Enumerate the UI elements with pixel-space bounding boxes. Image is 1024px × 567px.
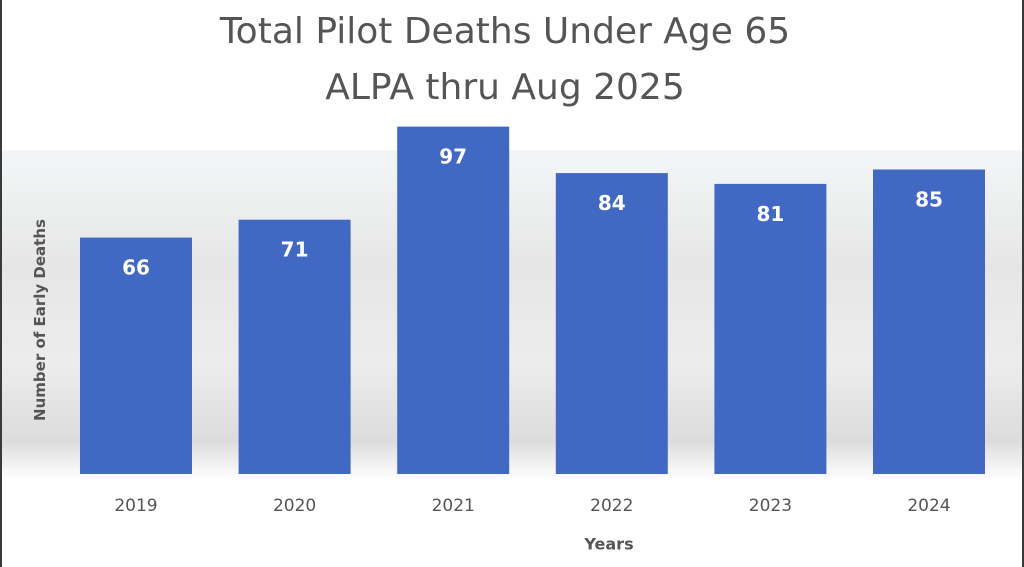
x-tick-label-2021: 2021 [432,496,475,516]
data-label-2020: 71 [281,238,309,262]
x-axis-label: Years [584,534,634,554]
chart-title: Total Pilot Deaths Under Age 65 [219,11,791,52]
data-label-2024: 85 [915,188,943,212]
y-axis-label: Number of Early Deaths [31,219,49,421]
x-tick-label-2024: 2024 [907,496,950,516]
bar-2020 [238,219,351,474]
chart-title-block: Total Pilot Deaths Under Age 65 ALPA thr… [0,4,1010,116]
chart-subtitle: ALPA thru Aug 2025 [325,67,685,108]
bar-2019 [80,237,192,474]
data-label-2022: 84 [598,191,626,215]
bar-2024 [873,169,985,474]
data-label-2019: 66 [122,256,150,280]
data-label-2021: 97 [439,145,467,169]
bar-2022 [555,173,668,474]
x-tick-label-2023: 2023 [749,496,792,516]
x-tick-label-2020: 2020 [273,496,316,516]
data-label-2023: 81 [756,202,784,226]
bar-2023 [714,183,827,474]
bar-2021 [397,126,510,474]
x-tick-label-2019: 2019 [114,496,157,516]
x-tick-label-2022: 2022 [590,496,633,516]
